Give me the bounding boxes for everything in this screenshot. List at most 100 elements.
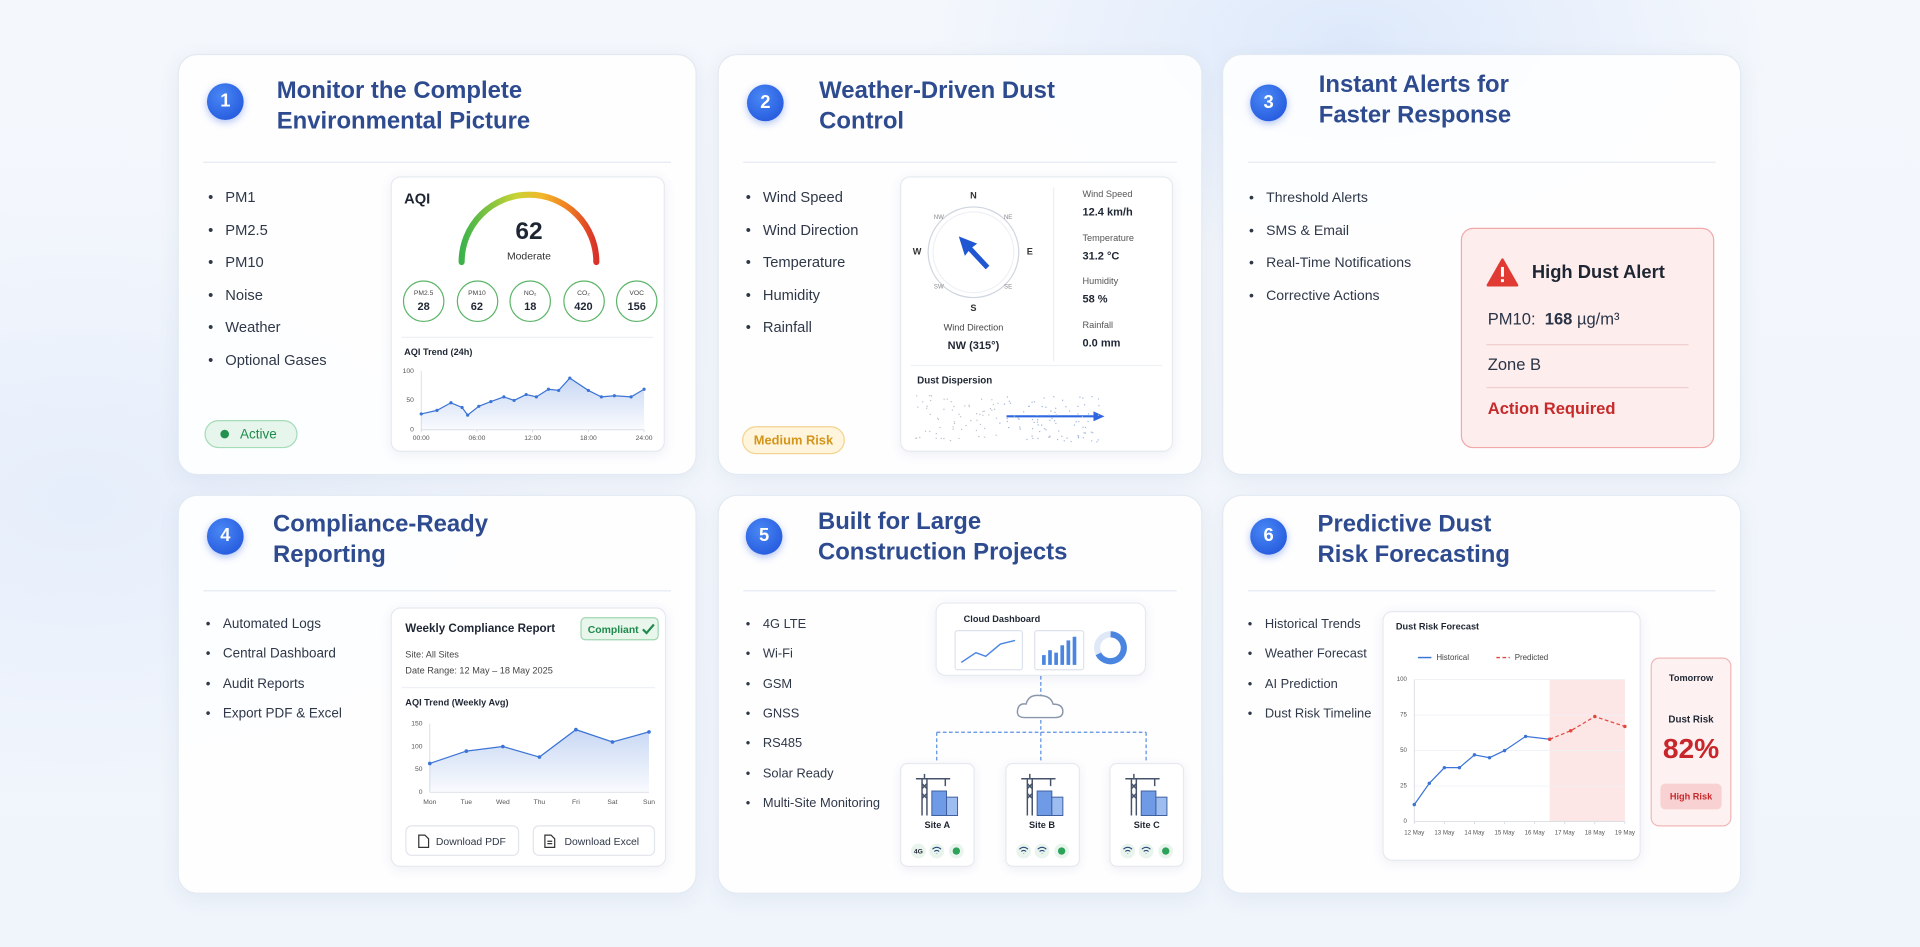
dashboard-icons <box>954 629 1128 671</box>
divider <box>401 336 654 338</box>
dust-particle <box>1092 432 1094 434</box>
dust-particle <box>1031 427 1034 430</box>
bullet-item: Audit Reports <box>206 677 305 691</box>
dust-particle <box>1082 426 1084 428</box>
trend-chart: 0 50 100 150 Mon Tue Wed Thu Fri Sat Sun <box>411 720 655 806</box>
dust-particle <box>1049 435 1051 438</box>
feature-card: 6 Predictive Dust Risk Forecasting Dust R… <box>1222 494 1742 894</box>
alert-box: High Dust Alert PM10: 168 µg/m³ Zone B A… <box>1460 227 1715 449</box>
risk-level-badge: High Risk <box>1660 783 1722 810</box>
bullet-item: Threshold Alerts <box>1249 192 1368 207</box>
data-point <box>568 376 572 380</box>
dust-particle <box>1097 439 1099 441</box>
dust-particle <box>929 394 931 397</box>
data-point <box>512 398 516 402</box>
dispersion-arrow-head <box>1093 411 1105 422</box>
title-line: Built for Large <box>817 508 982 536</box>
x-tick-label: 12 May <box>1404 829 1425 836</box>
chart-title: AQI Trend (Weekly Avg) <box>405 696 509 708</box>
bullet-item: Rainfall <box>746 320 812 335</box>
x-tick-label: 24:00 <box>636 435 653 442</box>
download-button[interactable]: Download PDF <box>405 825 520 856</box>
dust-particle <box>1063 440 1065 442</box>
wifi-icon <box>1123 846 1133 854</box>
dust-particle <box>1075 421 1077 423</box>
dust-particle <box>1043 428 1046 430</box>
y-tick-label: 50 <box>1400 747 1407 754</box>
bullet-item: Humidity <box>746 287 820 302</box>
online-dot <box>1162 847 1170 855</box>
data-point <box>1569 729 1573 733</box>
sensor-name: PM2.5 <box>413 290 434 298</box>
sensor-badge: PM10 62 <box>456 280 498 323</box>
data-point <box>435 408 439 412</box>
dust-particle <box>937 418 940 421</box>
dust-particle <box>940 437 942 440</box>
dust-particle <box>1026 438 1028 441</box>
dust-particle <box>1096 441 1098 443</box>
data-point <box>1457 765 1462 770</box>
dust-particle <box>916 395 918 397</box>
card-title: Monitor the Complete Environmental Pictur… <box>277 76 530 136</box>
step-number: 1 <box>206 83 244 120</box>
data-point <box>524 392 528 397</box>
data-point <box>534 395 538 399</box>
dust-particle <box>926 407 928 409</box>
x-tick-label: Wed <box>496 799 510 806</box>
dust-particle <box>929 430 931 433</box>
x-tick-label: 00:00 <box>413 435 430 442</box>
data-point <box>1502 748 1507 753</box>
dust-particle <box>1043 397 1045 399</box>
data-point <box>647 730 651 734</box>
bullet-item: Weather Forecast <box>1248 648 1367 661</box>
x-tick-label: 19 May <box>1615 829 1636 836</box>
wind-arrow <box>958 236 990 270</box>
card-title: Predictive Dust Risk Forecasting <box>1318 509 1510 569</box>
data-point <box>1487 756 1492 760</box>
chart-title: AQI Trend (24h) <box>404 346 473 358</box>
building <box>931 790 948 817</box>
feature-card: 1 Monitor the Complete Environmental Pict… <box>177 53 697 476</box>
dust-particle <box>965 424 967 427</box>
step-number: 2 <box>746 84 784 122</box>
y-tick-label: 25 <box>1400 783 1407 790</box>
dust-particle <box>919 436 921 439</box>
bullet-item: GNSS <box>746 708 800 721</box>
data-point <box>502 395 506 399</box>
bullet-item: Export PDF & Excel <box>206 707 342 721</box>
dust-particle <box>1058 430 1060 432</box>
file-icon <box>418 834 430 848</box>
bullet-item: PM1 <box>208 190 255 205</box>
compass: N NE E SE S SW W NW <box>913 190 1105 443</box>
x-tick-label: 18 May <box>1585 829 1606 836</box>
dust-particle <box>1049 419 1051 421</box>
status-dot <box>220 429 229 439</box>
aqi-label: AQI <box>404 189 431 207</box>
dust-particle <box>989 408 992 410</box>
dust-particle <box>1077 434 1079 437</box>
bullet-item: Dust Risk Timeline <box>1248 708 1372 721</box>
dust-particle <box>943 398 945 400</box>
dust-particle <box>1061 435 1063 438</box>
wifi-icon <box>1036 846 1047 854</box>
data-point <box>1427 781 1432 785</box>
dust-particle <box>1050 410 1052 412</box>
dust-particle <box>915 437 918 439</box>
compass-label: SW <box>934 283 944 290</box>
dust-particle <box>1013 415 1016 417</box>
alert-title: High Dust Alert <box>1531 262 1665 283</box>
download-button[interactable]: Download Excel <box>532 825 656 856</box>
compass-label: N <box>970 190 977 200</box>
risk-badge: Medium Risk <box>742 426 845 455</box>
file-icon <box>544 834 556 848</box>
dust-particle <box>1051 417 1053 419</box>
wifi-icon <box>932 846 942 854</box>
title-line: Construction Projects <box>817 538 1068 566</box>
dust-particle <box>950 401 952 403</box>
connectors <box>936 675 1147 763</box>
status-icons: 4G <box>911 843 964 859</box>
x-tick-label: 15 May <box>1495 829 1516 836</box>
dust-particle <box>1036 421 1039 423</box>
reading-label: Humidity <box>1082 275 1119 288</box>
